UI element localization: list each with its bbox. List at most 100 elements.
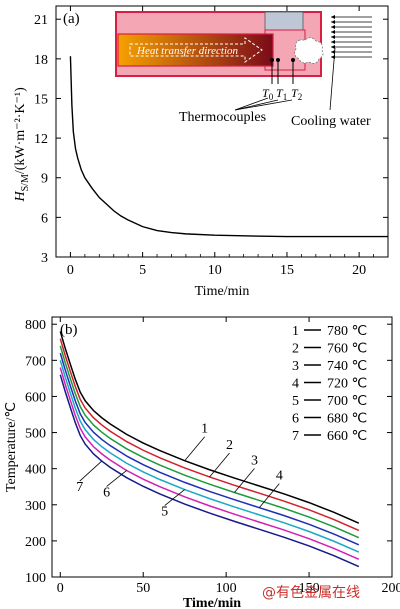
heat-arrow: Heat transfer direction (129, 37, 263, 63)
cooling-arrowhead (331, 45, 335, 49)
panel-label-b: (b) (60, 322, 78, 338)
curve-label-4: 4 (276, 469, 283, 484)
x-axis-label-b: Time/min (183, 596, 241, 609)
curve-label-5: 5 (161, 505, 168, 520)
legend-number: 4 (292, 377, 299, 392)
mold-schematic: Heat transfer direction T0 T1 T2 Thermoc… (115, 11, 372, 129)
curve-leader-1 (184, 436, 205, 461)
curve-label-2: 2 (226, 438, 233, 453)
series-line-b-1 (59, 331, 360, 524)
legend-text: 700 ℃ (327, 394, 367, 409)
y-tick-label-a: 21 (34, 13, 48, 28)
series-group-b (59, 331, 360, 568)
thermocouple-label-1: T1 (276, 86, 287, 102)
legend-text: 760 ℃ (327, 342, 367, 357)
legend-text: 740 ℃ (327, 359, 367, 374)
legend-number: 3 (292, 359, 299, 374)
cooling-arrowhead (331, 20, 335, 24)
cooling-arrowhead (331, 25, 335, 29)
cooling-pointer (329, 47, 336, 111)
y-tick-label-a: 18 (34, 53, 48, 68)
x-tick-label-a: 20 (352, 263, 366, 278)
thermocouples-label: Thermocouples (179, 110, 266, 125)
curve-leader-3 (234, 468, 255, 493)
series-line-b-7 (59, 374, 360, 568)
copper-block (264, 11, 304, 31)
cooling-arrowhead (331, 30, 335, 34)
curve-label-1: 1 (201, 422, 208, 437)
panel-a: 0 5 10 15 20 3 6 9 12 15 18 21 (a) HS/M/(kW·m⁻²·K⁻¹… (13, 5, 389, 299)
y-tick-label-b: 200 (25, 535, 46, 550)
y-tick-label-b: 300 (25, 499, 46, 514)
curve-leader-2 (209, 452, 230, 478)
watermark: @有色金属在线 (262, 584, 360, 601)
series-line-b-5 (59, 360, 360, 553)
series-line-b-2 (59, 338, 360, 532)
cooling-arrowhead (331, 50, 335, 54)
thermocouple-label-0: T0 (262, 86, 274, 102)
y-tick-label-a: 3 (41, 251, 48, 266)
x-axis-label-a: Time/min (195, 284, 250, 299)
legend-number: 5 (292, 394, 299, 409)
curve-leader-6 (106, 470, 127, 487)
thermocouple-pointer-0 (234, 97, 269, 111)
x-tick-label-a: 10 (208, 263, 222, 278)
legend-text: 780 ℃ (327, 324, 367, 339)
heat-direction-label: Heat transfer direction (136, 45, 239, 57)
cooling-arrowhead (331, 35, 335, 39)
legend-text: 680 ℃ (327, 412, 367, 427)
y-tick-label-b: 800 (25, 318, 46, 333)
y-tick-label-a: 6 (41, 211, 48, 226)
x-tick-label-b: 50 (136, 581, 150, 596)
series-line-a (69, 56, 388, 238)
curve-label-3: 3 (251, 454, 258, 469)
x-tick-label-b: 0 (57, 581, 64, 596)
x-tick-label-a: 5 (139, 263, 146, 278)
legend-number: 2 (292, 342, 299, 357)
curve-leader-4 (259, 483, 280, 508)
x-tick-label-b: 150 (299, 581, 320, 596)
y-axis-label-b: Temperature/℃ (4, 402, 19, 492)
series-group-a (69, 56, 388, 238)
y-axis-label-a: HS/M/(kW·m⁻²·K⁻¹) (13, 87, 31, 203)
legend-text: 660 ℃ (327, 429, 367, 444)
x-tick-label-a: 0 (67, 263, 74, 278)
thermocouple-label-2: T2 (291, 86, 302, 102)
series-line-b-3 (59, 345, 360, 539)
curve-label-7: 7 (76, 480, 83, 495)
x-tick-label-b: 100 (216, 581, 237, 596)
curve-leader-5 (164, 489, 185, 506)
axis-ticks-a: 0 5 10 15 20 3 6 9 12 15 18 21 (34, 6, 388, 278)
curve-label-6: 6 (103, 485, 110, 500)
series-line-b-6 (59, 367, 360, 560)
x-tick-label-a: 15 (280, 263, 294, 278)
cooling-cloud (294, 37, 324, 64)
thermocouple-pointer-1 (234, 99, 279, 111)
legend-b: 1 780 ℃ 2 760 ℃ 3 740 ℃ 4 720 ℃ 5 700 ℃ 6 680 ℃ 7 660… (292, 324, 367, 444)
legend-number: 6 (292, 412, 299, 427)
y-tick-label-b: 500 (25, 427, 46, 442)
y-tick-label-b: 700 (25, 354, 46, 369)
legend-number: 1 (292, 324, 299, 339)
curve-leader-7 (79, 460, 103, 482)
axis-ticks-b: 0 50 100 150 200 100 200 300 400 500 600 700 800 (25, 317, 400, 596)
y-tick-label-b: 400 (25, 463, 46, 478)
legend-number: 7 (292, 429, 299, 444)
y-tick-label-a: 9 (41, 172, 48, 187)
y-tick-label-b: 600 (25, 390, 46, 405)
plot-frame-a (55, 5, 389, 258)
cooling-water-label: Cooling water (291, 114, 371, 129)
x-tick-label-b: 200 (382, 581, 400, 596)
curve-labels-b: 1 2 3 4 5 6 7 (76, 422, 283, 520)
thermocouple-pointer-2 (234, 99, 293, 111)
series-line-b-4 (59, 352, 360, 546)
panel-label-a: (a) (63, 11, 80, 27)
legend-text: 720 ℃ (327, 377, 367, 392)
plot-frame-b (51, 316, 393, 578)
y-tick-label-b: 100 (25, 571, 46, 586)
y-tick-label-a: 15 (34, 92, 48, 107)
panel-b: 0 50 100 150 200 100 200 300 400 500 600 700 800 (b)… (4, 316, 400, 609)
heat-direction-arrow (129, 37, 263, 63)
cooling-arrowhead (331, 40, 335, 44)
